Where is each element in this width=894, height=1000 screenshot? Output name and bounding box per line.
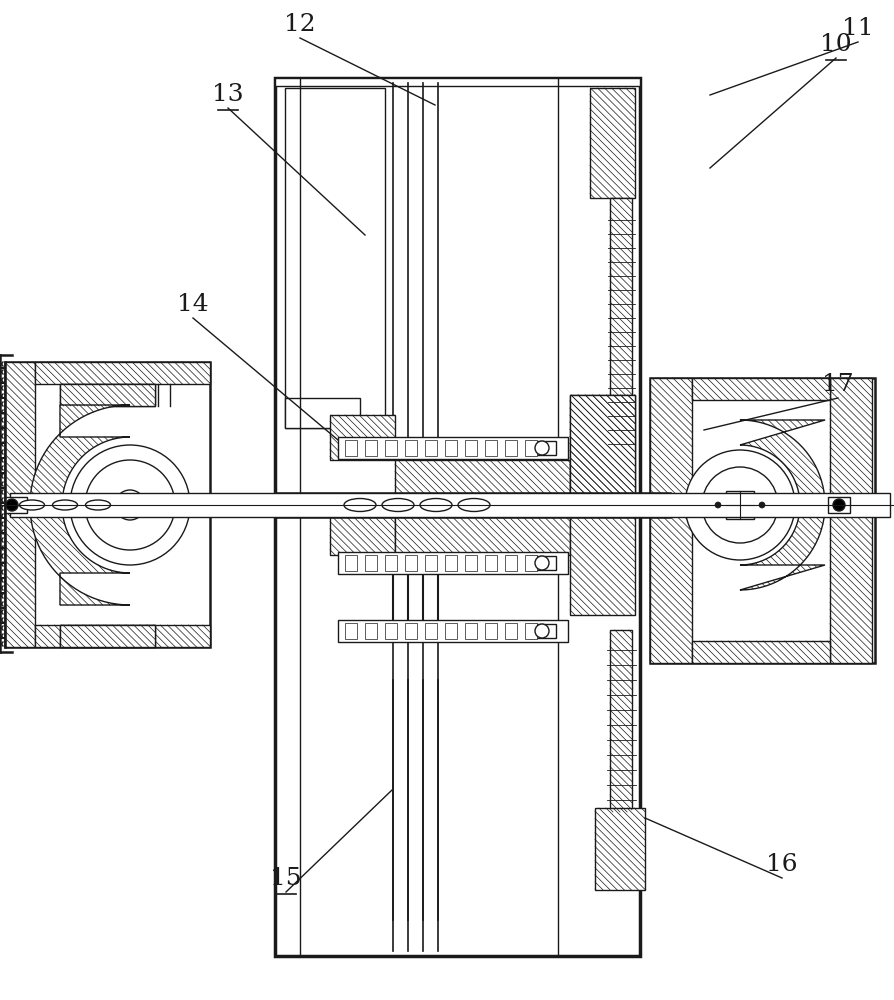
Text: 12: 12 [284, 13, 316, 36]
Bar [405, 623, 417, 639]
Polygon shape [5, 362, 35, 647]
Polygon shape [569, 395, 634, 505]
Bar [444, 623, 457, 639]
Polygon shape [595, 808, 645, 890]
Polygon shape [610, 630, 631, 812]
Bar [5, 362, 210, 647]
Bar [425, 555, 436, 571]
Bar [274, 78, 639, 956]
Bar [338, 620, 568, 642]
Bar [504, 555, 517, 571]
Text: 16: 16 [765, 853, 797, 876]
Polygon shape [649, 378, 691, 663]
Bar [284, 398, 359, 428]
Circle shape [85, 460, 175, 550]
Polygon shape [30, 405, 130, 605]
Ellipse shape [86, 500, 110, 510]
Circle shape [535, 441, 548, 455]
Ellipse shape [343, 498, 375, 512]
Bar [465, 555, 477, 571]
Bar [60, 384, 155, 406]
Bar [485, 440, 496, 456]
Bar [405, 440, 417, 456]
Circle shape [535, 556, 548, 570]
Circle shape [758, 502, 764, 508]
Ellipse shape [20, 500, 45, 510]
Bar [425, 623, 436, 639]
Polygon shape [569, 505, 634, 615]
Circle shape [535, 624, 548, 638]
Polygon shape [35, 625, 210, 647]
Circle shape [701, 467, 777, 543]
Polygon shape [394, 505, 569, 555]
Bar [274, 493, 670, 517]
Bar [444, 555, 457, 571]
Bar [444, 440, 457, 456]
Bar [725, 491, 753, 519]
Polygon shape [610, 198, 631, 453]
Ellipse shape [382, 498, 414, 512]
Bar [525, 440, 536, 456]
Bar [365, 555, 376, 571]
Ellipse shape [458, 498, 489, 512]
Bar [284, 88, 384, 428]
Bar [527, 441, 555, 455]
Bar [827, 497, 849, 513]
Bar [365, 440, 376, 456]
Bar [365, 623, 376, 639]
Bar [485, 623, 496, 639]
Polygon shape [569, 395, 634, 505]
Bar [525, 555, 536, 571]
Text: 17: 17 [822, 373, 853, 396]
Polygon shape [829, 378, 871, 663]
Bar [485, 555, 496, 571]
Circle shape [684, 450, 794, 560]
Circle shape [70, 445, 190, 565]
Bar [338, 437, 568, 459]
Polygon shape [691, 641, 829, 663]
Bar [465, 440, 477, 456]
Polygon shape [394, 460, 569, 505]
Polygon shape [330, 505, 394, 555]
Bar [384, 623, 397, 639]
Bar [504, 623, 517, 639]
Polygon shape [589, 88, 634, 198]
Bar [384, 440, 397, 456]
Bar [465, 623, 477, 639]
Bar [344, 623, 357, 639]
Bar [527, 624, 555, 638]
Circle shape [114, 490, 145, 520]
Polygon shape [691, 378, 829, 400]
Bar [525, 623, 536, 639]
Polygon shape [60, 625, 155, 647]
Ellipse shape [419, 498, 451, 512]
Bar [274, 78, 639, 86]
Bar [384, 555, 397, 571]
Bar [425, 440, 436, 456]
Text: 15: 15 [270, 867, 301, 890]
Bar [344, 440, 357, 456]
Circle shape [714, 502, 721, 508]
Bar [527, 556, 555, 570]
Bar [5, 497, 27, 513]
Polygon shape [739, 420, 824, 590]
Bar [10, 493, 889, 517]
Bar [649, 378, 874, 663]
Bar [504, 440, 517, 456]
Polygon shape [330, 415, 394, 460]
Ellipse shape [53, 500, 78, 510]
Bar [344, 555, 357, 571]
Polygon shape [60, 384, 155, 406]
Text: 13: 13 [212, 83, 243, 106]
Bar [60, 625, 155, 647]
Bar [405, 555, 417, 571]
Text: 11: 11 [841, 17, 873, 40]
Polygon shape [35, 362, 210, 384]
Bar [338, 552, 568, 574]
Text: 10: 10 [819, 33, 851, 56]
Circle shape [6, 499, 18, 511]
Text: 14: 14 [177, 293, 208, 316]
Circle shape [832, 499, 844, 511]
